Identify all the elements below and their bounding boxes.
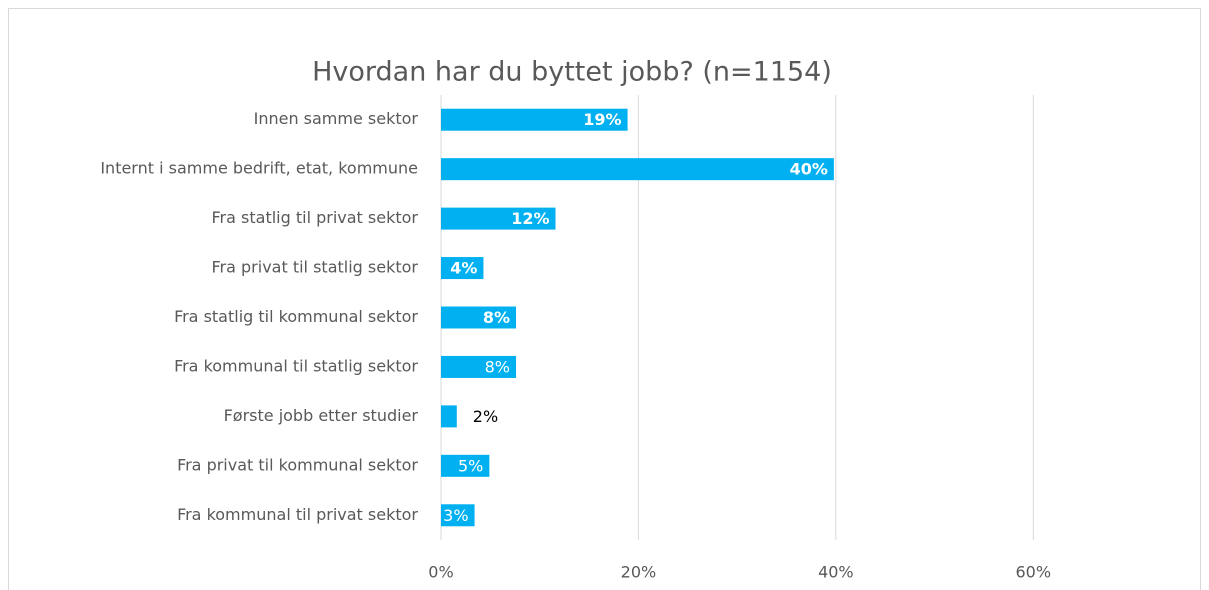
chart-title: Hvordan har du byttet jobb? (n=1154) [312,57,832,88]
y-tick-label: Fra privat til kommunal sektor [177,455,418,474]
y-tick-label: Første jobb etter studier [224,406,419,425]
data-label: 3% [443,506,468,525]
bar [441,504,475,527]
data-label: 40% [790,160,828,179]
y-tick-label: Innen samme sektor [254,109,419,128]
data-label: 8% [483,308,510,327]
x-tick-label: 60% [1016,563,1052,582]
bar [441,454,490,477]
y-tick-label: Internt i samme bedrift, etat, kommune [100,159,418,178]
chart-border [8,8,1201,590]
x-tick-label: 0% [428,563,453,582]
data-label: 8% [485,357,510,376]
x-tick-label: 40% [818,563,854,582]
x-tick-label: 20% [621,563,657,582]
bar [441,108,628,131]
data-label: 4% [450,259,477,278]
data-label: 2% [473,407,498,426]
y-tick-label: Fra statlig til kommunal sektor [174,307,418,326]
bar [441,207,556,230]
bar [441,257,484,280]
y-tick-label: Fra kommunal til privat sektor [177,505,418,524]
bar [441,306,517,329]
bar [441,355,517,378]
y-tick-label: Fra kommunal til statlig sektor [174,356,418,375]
y-tick-label: Fra privat til statlig sektor [212,258,419,277]
data-label: 12% [511,209,549,228]
data-label: 5% [458,456,483,475]
data-label: 19% [583,110,621,129]
bar [441,158,834,181]
y-tick-label: Fra statlig til privat sektor [212,208,419,227]
bar [441,405,457,428]
